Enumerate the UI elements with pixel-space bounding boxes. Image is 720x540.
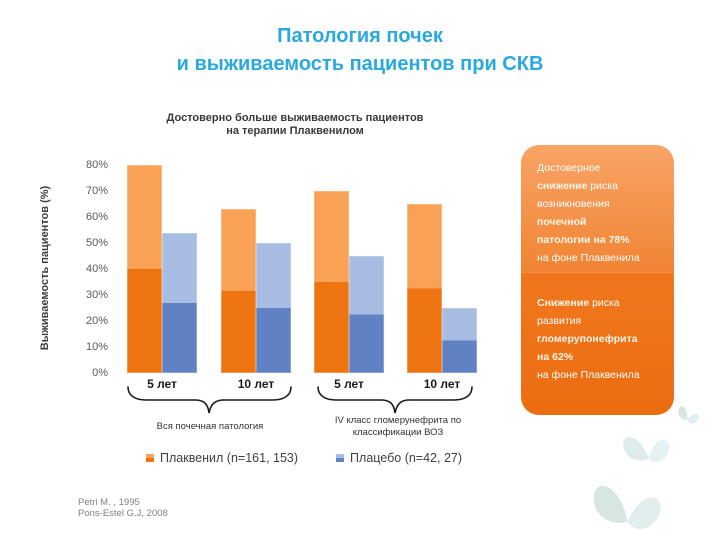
placebo-bar-4 [442, 308, 477, 373]
callout-line: возникновения [537, 198, 610, 210]
page-title: Патология почек и выживаемость пациентов… [60, 22, 660, 78]
y-tick-label: 50% [85, 237, 108, 249]
chart-subtitle-line2: на терапии Плаквенилом [226, 125, 364, 137]
chart-subtitle-line1: Достоверно больше выживаемость пациентов [166, 112, 424, 124]
y-axis-ticks: 80% 70% 60% 50% 40% 30% 20% 10% 0% [60, 159, 108, 379]
legend-item-placebo: Плацебо (n=42, 27) [336, 451, 462, 465]
y-tick-label: 10% [85, 341, 108, 353]
chart-legend: Плаквенил (n=161, 153) Плацебо (n=42, 27) [146, 451, 462, 465]
legend-label: Плацебо (n=42, 27) [350, 451, 463, 465]
plaquenil-bar-3 [314, 191, 349, 373]
y-tick-label: 20% [85, 315, 108, 327]
group1-caption: Вся почечная патология [156, 421, 264, 432]
y-axis-title: Выживаемость пациентов (%) [39, 185, 51, 351]
y-tick-label: 80% [85, 159, 108, 171]
y-tick-label: 70% [85, 185, 108, 197]
group2-caption: IV класс гломерунефрита по классификации… [334, 415, 462, 438]
chart-subtitle: Достоверно больше выживаемость пациентов… [55, 112, 535, 138]
placebo-bar-2 [256, 243, 291, 373]
legend-swatch-icon [146, 454, 154, 462]
callout-glomerulonephritis: Снижение риска развития гломерупонефрита на… [521, 272, 674, 415]
page-title-line1: Патология почек [277, 25, 443, 47]
legend-swatch-icon [336, 454, 345, 462]
y-tick-label: 30% [85, 289, 108, 301]
x-category-label: 10 лет [423, 377, 461, 391]
plaquenil-bar-2 [221, 209, 256, 373]
callout-line: почечной [537, 216, 587, 228]
placebo-bar-1 [162, 233, 197, 373]
callout-line: на фоне Плаквенила [537, 369, 640, 381]
reference-2: Pons-Estel G.J, 2008 [78, 508, 168, 519]
page-title-line2: и выживаемость пациентов при СКВ [176, 53, 544, 75]
x-category-label: 10 лет [237, 377, 275, 391]
plaquenil-bar-4 [407, 204, 442, 373]
callout-line: патологии на 78% [537, 234, 630, 246]
butterfly-icon [669, 391, 708, 438]
placebo-bar-3 [349, 256, 384, 373]
callout-panel: Достоверное снижение риска возникновения по… [521, 145, 674, 415]
y-tick-label: 60% [85, 211, 108, 223]
callout-line: на фоне Плаквенила [537, 252, 640, 264]
callout-line: развития [537, 315, 582, 327]
butterfly-icon [574, 467, 675, 540]
group2-brace [317, 386, 473, 414]
references: Petri M. , 1995 Pons-Estel G.J, 2008 [78, 497, 168, 519]
callout-line: Снижение риска [537, 297, 620, 309]
y-tick-label: 0% [92, 367, 108, 379]
x-category-label: 5 лет [334, 377, 364, 391]
callout-line: Достоверное [537, 162, 601, 174]
butterfly-icon [610, 421, 680, 474]
y-tick-label: 40% [85, 263, 108, 275]
bar-chart-plot-area [114, 165, 499, 373]
callout-renal-pathology: Достоверное снижение риска возникновения по… [521, 145, 674, 272]
legend-item-plaquenil: Плаквенил (n=161, 153) [146, 451, 298, 465]
reference-1: Petri M. , 1995 [78, 497, 140, 508]
legend-label: Плаквенил (n=161, 153) [160, 451, 299, 465]
callout-line: снижение риска [537, 180, 618, 192]
callout-line: гломерупонефрита [537, 333, 638, 345]
x-category-label: 5 лет [147, 377, 177, 391]
group1-brace [127, 386, 292, 414]
plaquenil-bar-1 [127, 165, 162, 373]
callout-line: на 62% [537, 351, 574, 363]
